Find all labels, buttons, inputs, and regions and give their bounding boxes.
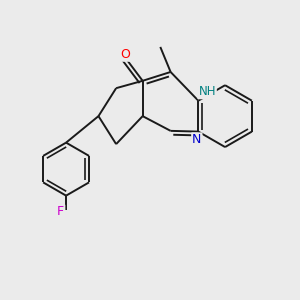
Text: F: F	[57, 205, 64, 218]
Text: NH: NH	[198, 85, 216, 98]
Text: O: O	[120, 48, 130, 61]
Text: N: N	[192, 133, 202, 146]
